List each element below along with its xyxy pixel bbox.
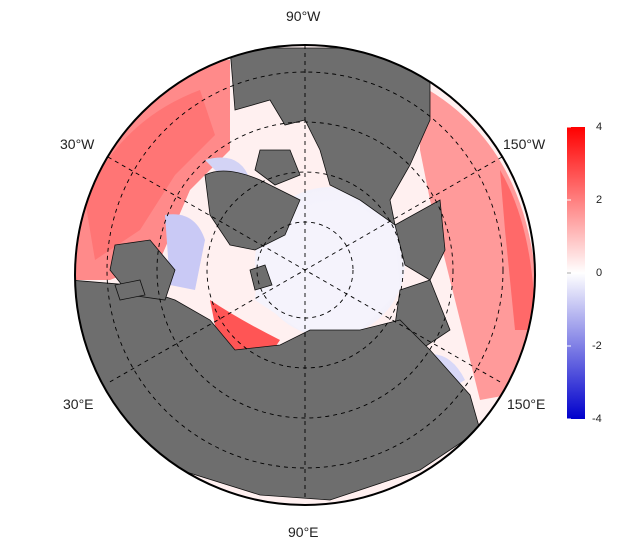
colorbar-gradient: [567, 127, 585, 419]
latitude-ring-50: [106, 71, 504, 469]
greenland-land: [204, 170, 301, 251]
pacific-warm-anomaly: [420, 85, 535, 400]
colorbar-label-neg4: -4: [592, 413, 602, 425]
labrador-warm-band: [85, 90, 215, 260]
north-america-land: [229, 47, 431, 226]
lon-label-90w: 90°W: [286, 8, 321, 24]
colorbar: [567, 126, 585, 420]
pacific-edge-warm-band: [500, 170, 535, 330]
iceland-land: [114, 279, 146, 301]
colorbar-label-0: 0: [596, 267, 603, 279]
graticule: [106, 45, 504, 500]
lon-label-150e: 150°E: [507, 396, 546, 412]
land-masses: [75, 47, 481, 501]
arctic-shelf-neutral-zone: [255, 200, 400, 330]
lon-label-90e: 90°E: [288, 524, 319, 540]
lon-label-150w: 150°W: [503, 136, 546, 152]
meridian-150w-30e: [107, 156, 503, 384]
lon-label-30w: 30°W: [60, 136, 95, 152]
alaska-land: [394, 199, 446, 281]
svalbard-land: [249, 264, 273, 291]
colorbar-label-2: 2: [596, 194, 603, 206]
map-boundary: [74, 44, 536, 506]
colorbar-label-4: 4: [596, 121, 603, 133]
canadian-archipelago-land: [254, 149, 301, 186]
lon-label-30e: 30°E: [63, 396, 94, 412]
latitude-ring-60: [156, 121, 454, 419]
colorbar-label-neg2: -2: [592, 340, 602, 352]
